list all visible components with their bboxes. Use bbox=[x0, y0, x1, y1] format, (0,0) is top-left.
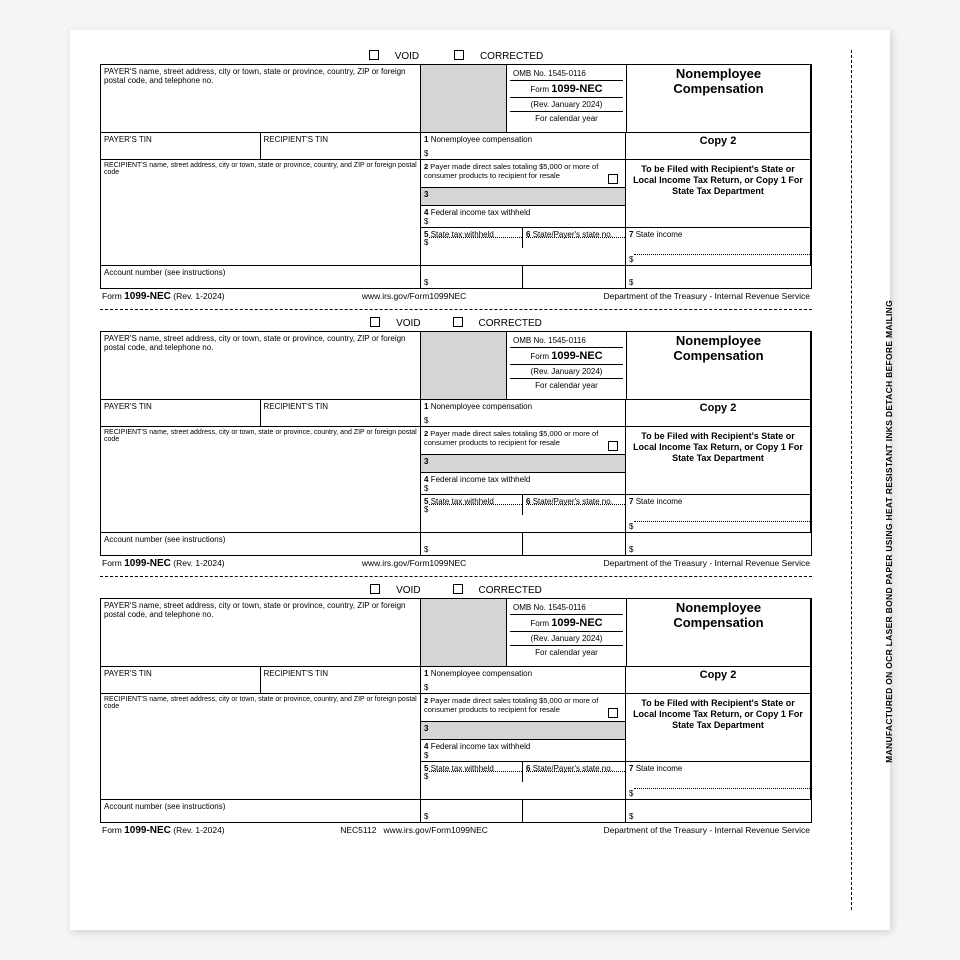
box-3: 3 bbox=[421, 188, 625, 206]
corrected-label: CORRECTED bbox=[480, 51, 543, 62]
footer-url: www.irs.gov/Form1099NEC bbox=[362, 291, 466, 302]
gray-block bbox=[421, 65, 506, 132]
calendar-year-label: For calendar year bbox=[510, 112, 623, 130]
box-7: 7 State income$ bbox=[626, 227, 810, 265]
void-checkbox[interactable] bbox=[369, 50, 379, 60]
form-1099-nec: VOIDCORRECTED PAYER'S name, street addre… bbox=[100, 317, 812, 569]
box-2-checkbox[interactable] bbox=[608, 708, 618, 718]
box-2: 2 Payer made direct sales totaling $5,00… bbox=[421, 160, 625, 188]
corrected-checkbox[interactable] bbox=[453, 317, 463, 327]
copy-designation: Copy 2 bbox=[626, 133, 810, 159]
footer-form-id: Form 1099-NEC (Rev. 1-2024) bbox=[102, 291, 225, 302]
box-4: 4 Federal income tax withheld$ bbox=[421, 206, 625, 228]
forms-stack: VOID CORRECTED PAYER'S name, street addr… bbox=[100, 50, 850, 836]
form-1099-nec: VOID CORRECTED PAYER'S name, street addr… bbox=[100, 50, 812, 302]
box-2-checkbox[interactable] bbox=[608, 441, 618, 451]
box-6: 6 State/Payer's state no. bbox=[523, 228, 625, 248]
payer-tin-box: PAYER'S TIN bbox=[101, 133, 261, 159]
horizontal-detach-line bbox=[100, 309, 812, 310]
form-number: 1099-NEC bbox=[551, 83, 602, 95]
payer-info-box: PAYER'S name, street address, city or to… bbox=[101, 65, 421, 133]
corrected-checkbox[interactable] bbox=[454, 50, 464, 60]
void-label: VOID bbox=[395, 51, 419, 62]
void-checkbox[interactable] bbox=[370, 584, 380, 594]
vertical-detach-line bbox=[851, 50, 852, 910]
box-2-checkbox[interactable] bbox=[608, 174, 618, 184]
box-1: 1 Nonemployee compensation$ bbox=[421, 133, 626, 159]
copy-instructions: To be Filed with Recipient's State or Lo… bbox=[626, 160, 810, 227]
page: MANUFACTURED ON OCR LASER BOND PAPER USI… bbox=[70, 30, 890, 930]
void-checkbox[interactable] bbox=[370, 317, 380, 327]
form-title: NonemployeeCompensation bbox=[626, 65, 810, 132]
revision-date: (Rev. January 2024) bbox=[510, 98, 623, 112]
omb-number: OMB No. 1545-0116 bbox=[510, 67, 623, 81]
stock-code: NEC5112 bbox=[340, 825, 376, 835]
side-manufacturing-text: MANUFACTURED ON OCR LASER BOND PAPER USI… bbox=[884, 300, 894, 763]
recipient-info-box: RECIPIENT'S name, street address, city o… bbox=[101, 160, 421, 266]
corrected-checkbox[interactable] bbox=[453, 584, 463, 594]
box-5: 5 State tax withheld$ bbox=[421, 228, 523, 248]
account-number-box: Account number (see instructions) bbox=[101, 266, 421, 288]
footer-department: Department of the Treasury - Internal Re… bbox=[604, 291, 810, 302]
recipient-tin-box: RECIPIENT'S TIN bbox=[261, 133, 421, 159]
horizontal-detach-line bbox=[100, 576, 812, 577]
form-1099-nec: VOIDCORRECTED PAYER'S name, street addre… bbox=[100, 584, 812, 836]
